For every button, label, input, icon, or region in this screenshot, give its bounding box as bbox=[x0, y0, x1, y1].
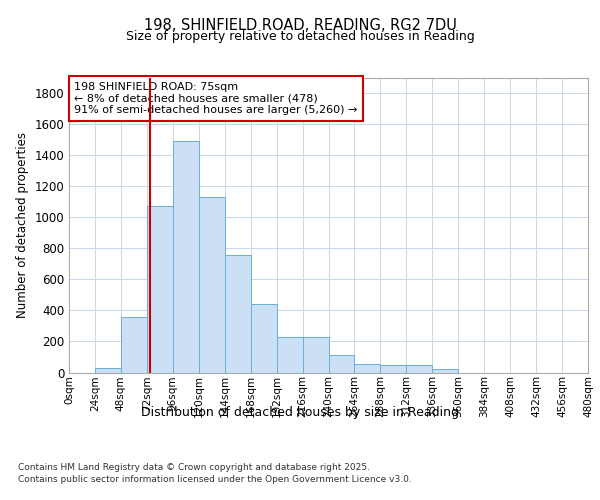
Text: Size of property relative to detached houses in Reading: Size of property relative to detached ho… bbox=[125, 30, 475, 43]
Text: Contains HM Land Registry data © Crown copyright and database right 2025.: Contains HM Land Registry data © Crown c… bbox=[18, 463, 370, 472]
Text: Distribution of detached houses by size in Reading: Distribution of detached houses by size … bbox=[141, 406, 459, 419]
Bar bbox=[406, 364, 432, 372]
Bar bbox=[251, 304, 277, 372]
Bar bbox=[355, 364, 380, 372]
Bar bbox=[225, 254, 251, 372]
Text: 198, SHINFIELD ROAD, READING, RG2 7DU: 198, SHINFIELD ROAD, READING, RG2 7DU bbox=[143, 18, 457, 32]
Text: Contains public sector information licensed under the Open Government Licence v3: Contains public sector information licen… bbox=[18, 474, 412, 484]
Bar bbox=[199, 197, 224, 372]
Bar bbox=[173, 141, 199, 372]
Bar bbox=[121, 318, 147, 372]
Text: 198 SHINFIELD ROAD: 75sqm
← 8% of detached houses are smaller (478)
91% of semi-: 198 SHINFIELD ROAD: 75sqm ← 8% of detach… bbox=[74, 82, 358, 115]
Bar bbox=[147, 206, 173, 372]
Bar bbox=[95, 368, 121, 372]
Bar bbox=[432, 370, 458, 372]
Y-axis label: Number of detached properties: Number of detached properties bbox=[16, 132, 29, 318]
Bar bbox=[380, 364, 406, 372]
Bar bbox=[329, 354, 355, 372]
Bar bbox=[277, 337, 302, 372]
Bar bbox=[302, 337, 329, 372]
